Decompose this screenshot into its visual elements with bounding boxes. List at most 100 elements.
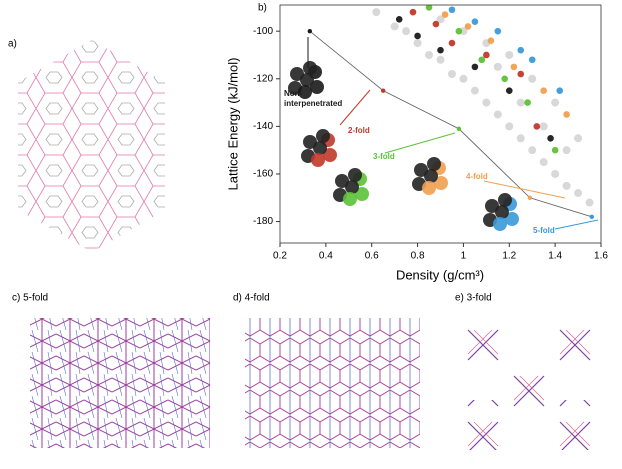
annotation: 3-fold xyxy=(373,152,395,161)
cluster-image xyxy=(333,168,369,206)
point xyxy=(533,123,541,130)
cluster-blob xyxy=(424,169,438,183)
cluster-blob xyxy=(422,181,436,195)
y-tick-label: -160 xyxy=(253,169,273,180)
point xyxy=(409,8,417,16)
point xyxy=(528,56,536,64)
point xyxy=(493,62,502,71)
cluster-image xyxy=(288,61,324,99)
cluster-image xyxy=(301,129,337,167)
y-tick-label: -140 xyxy=(253,121,273,132)
point xyxy=(551,146,559,154)
point xyxy=(524,99,531,106)
cluster-blob xyxy=(495,205,509,219)
point xyxy=(432,20,440,28)
point xyxy=(501,75,509,83)
cluster-blob xyxy=(311,153,325,167)
point xyxy=(510,63,518,71)
point xyxy=(478,56,486,64)
cluster-blob xyxy=(498,193,512,207)
cluster-blob xyxy=(303,61,317,75)
point xyxy=(539,158,548,167)
point xyxy=(551,169,560,178)
annotation-arrow xyxy=(339,89,371,126)
minimum-point xyxy=(527,195,533,200)
point xyxy=(528,146,537,155)
point xyxy=(448,39,456,47)
plot-area xyxy=(307,5,595,220)
structure-c xyxy=(30,318,210,448)
annotation: 4-fold xyxy=(466,172,488,181)
x-tick-label: 1.4 xyxy=(548,251,562,262)
minimum-point xyxy=(456,126,462,131)
annotation-arrow xyxy=(554,219,599,230)
cluster-blob xyxy=(323,148,337,162)
annotation: 2-fold xyxy=(348,126,370,135)
annotation-arrow xyxy=(384,132,456,154)
minimum-point xyxy=(380,88,386,93)
annotation-arrow xyxy=(483,180,566,199)
point xyxy=(437,46,444,54)
point xyxy=(517,70,525,78)
annotation: Non- xyxy=(284,89,303,98)
point xyxy=(372,8,381,17)
cluster-image xyxy=(483,193,519,231)
point xyxy=(441,11,449,18)
point xyxy=(574,189,583,198)
panel-label: d) 4-fold xyxy=(233,293,270,304)
point xyxy=(425,50,434,59)
panel-label: b) xyxy=(258,3,267,14)
point xyxy=(414,32,421,40)
y-tick-label: -100 xyxy=(253,26,273,37)
panel-label: a) xyxy=(8,39,17,50)
point xyxy=(574,134,583,143)
point xyxy=(493,110,502,119)
point xyxy=(505,87,513,94)
point xyxy=(551,98,560,107)
point xyxy=(516,134,525,143)
point xyxy=(470,86,479,95)
point xyxy=(528,74,537,83)
cluster-image xyxy=(412,157,448,195)
point xyxy=(517,46,525,54)
x-tick-label: 0.4 xyxy=(319,251,333,262)
cluster-blob xyxy=(493,217,507,231)
cluster-blob xyxy=(345,180,359,194)
point xyxy=(464,23,472,30)
point xyxy=(455,27,463,35)
point xyxy=(505,50,514,59)
x-tick-label: 1.6 xyxy=(594,251,608,262)
annotation: interpenetrated xyxy=(284,99,342,108)
point xyxy=(402,27,411,36)
point xyxy=(459,74,468,83)
point xyxy=(395,15,403,23)
x-tick-label: 0.6 xyxy=(365,251,379,262)
annotation: 5-fold xyxy=(533,226,555,235)
cluster-blob xyxy=(300,73,314,87)
cluster-blob xyxy=(343,192,357,206)
x-axis-title: Density (g/cm³) xyxy=(396,267,484,282)
point xyxy=(494,27,502,35)
plot-frame xyxy=(279,4,602,244)
point xyxy=(562,146,571,155)
point xyxy=(547,134,554,142)
point xyxy=(390,22,399,31)
minimum-point xyxy=(307,28,313,34)
point xyxy=(539,122,548,131)
point xyxy=(556,87,564,94)
cluster-blob xyxy=(427,157,441,171)
point xyxy=(487,37,495,44)
cluster-blob xyxy=(355,187,369,201)
point xyxy=(413,39,422,48)
minimum-point xyxy=(589,214,595,220)
structure-e xyxy=(455,318,598,450)
cluster-blob xyxy=(348,168,362,182)
y-tick-label: -180 xyxy=(253,216,273,227)
point xyxy=(516,98,525,107)
point xyxy=(436,15,445,24)
cluster-blob xyxy=(298,85,312,99)
point xyxy=(563,111,570,118)
x-tick-label: 1.2 xyxy=(502,251,516,262)
point xyxy=(448,6,456,14)
